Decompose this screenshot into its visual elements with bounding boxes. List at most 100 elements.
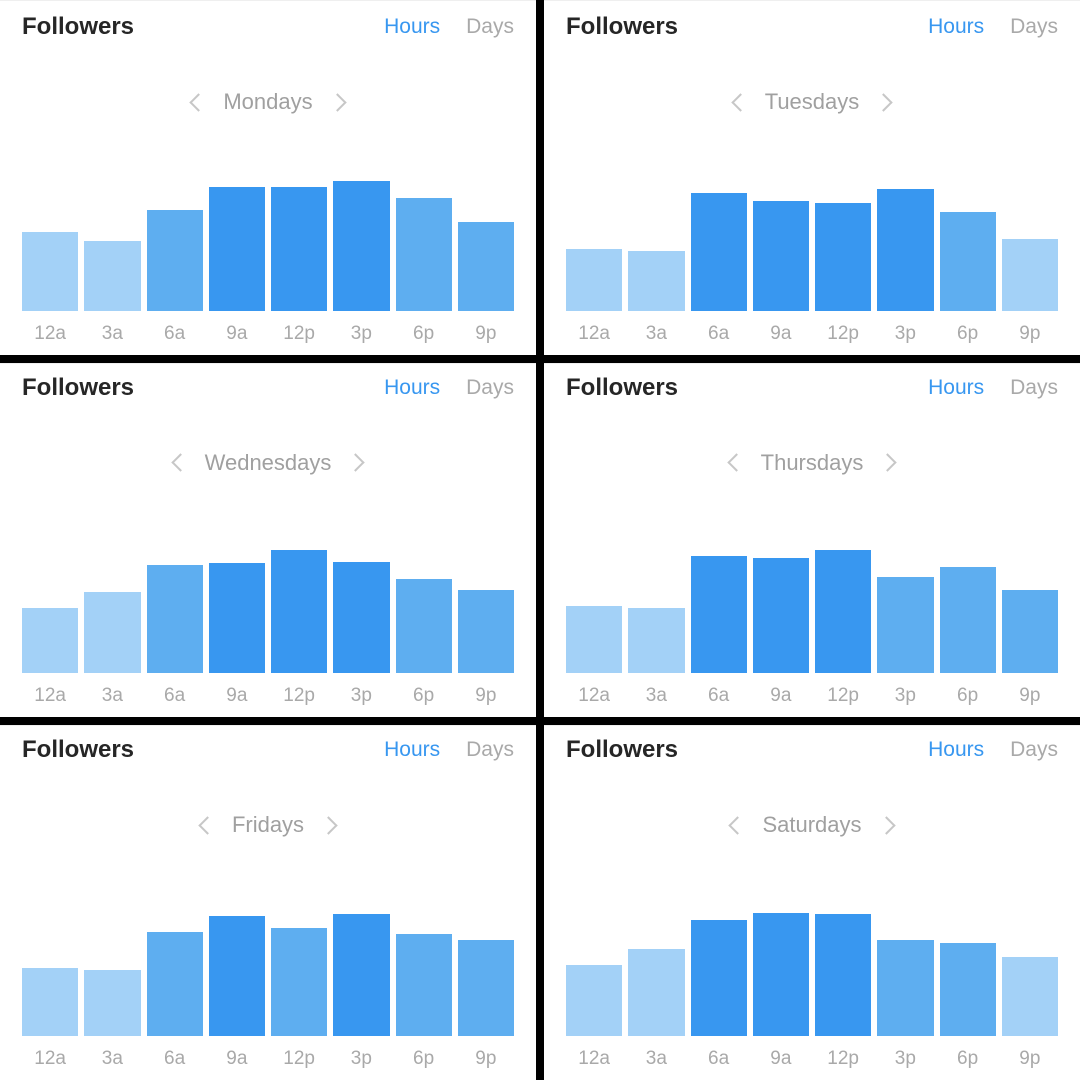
bar bbox=[458, 940, 514, 1036]
followers-hourly-chart: 12a3a6a9a12p3p6p9p bbox=[0, 133, 536, 355]
bar-group bbox=[22, 176, 514, 311]
bar bbox=[566, 965, 622, 1036]
chevron-left-icon[interactable] bbox=[729, 816, 747, 834]
page-title: Followers bbox=[566, 374, 678, 402]
page-title: Followers bbox=[22, 374, 134, 402]
bar bbox=[1002, 957, 1058, 1036]
insights-panel: Followers Hours Days Saturdays 12a3a6a9a12p3… bbox=[544, 725, 1080, 1080]
chevron-left-icon[interactable] bbox=[731, 93, 749, 111]
followers-hourly-chart: 12a3a6a9a12p3p6p9p bbox=[544, 133, 1080, 355]
x-axis-label: 12a bbox=[566, 323, 622, 345]
bar bbox=[147, 210, 203, 310]
x-axis-label: 6p bbox=[940, 323, 996, 345]
tab-hours[interactable]: Hours bbox=[384, 376, 440, 400]
day-selector: Tuesdays bbox=[544, 89, 1080, 115]
x-axis-label: 6a bbox=[147, 1048, 203, 1070]
time-tabs: Hours Days bbox=[928, 15, 1058, 39]
panel-header: Followers Hours Days bbox=[0, 363, 536, 414]
tab-hours[interactable]: Hours bbox=[928, 738, 984, 762]
x-axis-label: 9p bbox=[458, 323, 514, 345]
tab-days[interactable]: Days bbox=[1010, 738, 1058, 762]
followers-hourly-chart: 12a3a6a9a12p3p6p9p bbox=[544, 494, 1080, 718]
bar-group bbox=[566, 176, 1058, 311]
followers-hourly-chart: 12a3a6a9a12p3p6p9p bbox=[0, 494, 536, 718]
bar bbox=[940, 567, 996, 673]
x-axis-label: 3a bbox=[84, 685, 140, 707]
x-axis-labels: 12a3a6a9a12p3p6p9p bbox=[22, 323, 514, 345]
day-label: Wednesdays bbox=[205, 450, 332, 476]
chevron-left-icon[interactable] bbox=[171, 453, 189, 471]
x-axis-label: 12p bbox=[271, 323, 327, 345]
bar bbox=[84, 592, 140, 673]
chevron-left-icon[interactable] bbox=[190, 93, 208, 111]
tab-hours[interactable]: Hours bbox=[928, 376, 984, 400]
x-axis-label: 3a bbox=[84, 1048, 140, 1070]
x-axis-label: 3a bbox=[628, 1048, 684, 1070]
panel-header: Followers Hours Days bbox=[544, 725, 1080, 776]
page-title: Followers bbox=[22, 736, 134, 764]
panel-header: Followers Hours Days bbox=[0, 725, 536, 776]
day-label: Saturdays bbox=[762, 812, 861, 838]
bar bbox=[22, 232, 78, 311]
x-axis-label: 3p bbox=[877, 1048, 933, 1070]
x-axis-label: 3p bbox=[333, 323, 389, 345]
time-tabs: Hours Days bbox=[384, 376, 514, 400]
bar bbox=[1002, 239, 1058, 310]
followers-hourly-chart: 12a3a6a9a12p3p6p9p bbox=[544, 856, 1080, 1080]
panel-header: FollowersHoursDays bbox=[544, 0, 1080, 53]
bar-group bbox=[22, 901, 514, 1036]
x-axis-labels: 12a3a6a9a12p3p6p9p bbox=[566, 323, 1058, 345]
x-axis-label: 9a bbox=[209, 1048, 265, 1070]
tab-days[interactable]: Days bbox=[1010, 15, 1058, 39]
bar bbox=[147, 932, 203, 1036]
bar-group bbox=[566, 901, 1058, 1036]
x-axis-labels: 12a3a6a9a12p3p6p9p bbox=[22, 685, 514, 707]
bar bbox=[815, 550, 871, 673]
x-axis-labels: 12a3a6a9a12p3p6p9p bbox=[566, 1048, 1058, 1070]
page-title: Followers bbox=[566, 736, 678, 764]
day-selector: Fridays bbox=[0, 812, 536, 838]
x-axis-label: 3a bbox=[628, 323, 684, 345]
bar bbox=[691, 193, 747, 311]
chevron-right-icon[interactable] bbox=[877, 816, 895, 834]
bar bbox=[84, 970, 140, 1036]
x-axis-label: 12a bbox=[22, 323, 78, 345]
tab-days[interactable]: Days bbox=[466, 376, 514, 400]
tab-days[interactable]: Days bbox=[466, 15, 514, 39]
x-axis-labels: 12a3a6a9a12p3p6p9p bbox=[22, 1048, 514, 1070]
bar bbox=[815, 203, 871, 311]
chevron-right-icon[interactable] bbox=[879, 453, 897, 471]
bar-group bbox=[22, 538, 514, 673]
page-title: Followers bbox=[22, 13, 134, 41]
bar bbox=[84, 241, 140, 310]
bar bbox=[628, 949, 684, 1036]
bar bbox=[691, 920, 747, 1036]
panel-header: Followers Hours Days bbox=[0, 0, 536, 53]
x-axis-label: 6p bbox=[396, 685, 452, 707]
tab-hours[interactable]: Hours bbox=[928, 15, 984, 39]
x-axis-label: 12p bbox=[271, 685, 327, 707]
chevron-left-icon[interactable] bbox=[198, 816, 216, 834]
chevron-right-icon[interactable] bbox=[328, 93, 346, 111]
x-axis-label: 9a bbox=[753, 1048, 809, 1070]
time-tabs: Hours Days bbox=[384, 738, 514, 762]
bar bbox=[877, 577, 933, 673]
bar bbox=[815, 914, 871, 1036]
tab-days[interactable]: Days bbox=[1010, 376, 1058, 400]
bar bbox=[458, 590, 514, 673]
tab-days[interactable]: Days bbox=[466, 738, 514, 762]
x-axis-label: 6a bbox=[691, 323, 747, 345]
insights-panel: FollowersHoursDaysMondays12a3a6a9a12p3p6… bbox=[0, 0, 536, 355]
bar bbox=[333, 562, 389, 673]
bar bbox=[22, 968, 78, 1036]
x-axis-label: 9p bbox=[1002, 685, 1058, 707]
chevron-left-icon[interactable] bbox=[727, 453, 745, 471]
x-axis-label: 9a bbox=[209, 685, 265, 707]
chevron-right-icon[interactable] bbox=[319, 816, 337, 834]
tab-hours[interactable]: Hours bbox=[384, 738, 440, 762]
chevron-right-icon[interactable] bbox=[875, 93, 893, 111]
x-axis-label: 9p bbox=[1002, 1048, 1058, 1070]
tab-hours[interactable]: Hours bbox=[384, 15, 440, 39]
chevron-right-icon[interactable] bbox=[347, 453, 365, 471]
day-label: Thursdays bbox=[761, 450, 864, 476]
